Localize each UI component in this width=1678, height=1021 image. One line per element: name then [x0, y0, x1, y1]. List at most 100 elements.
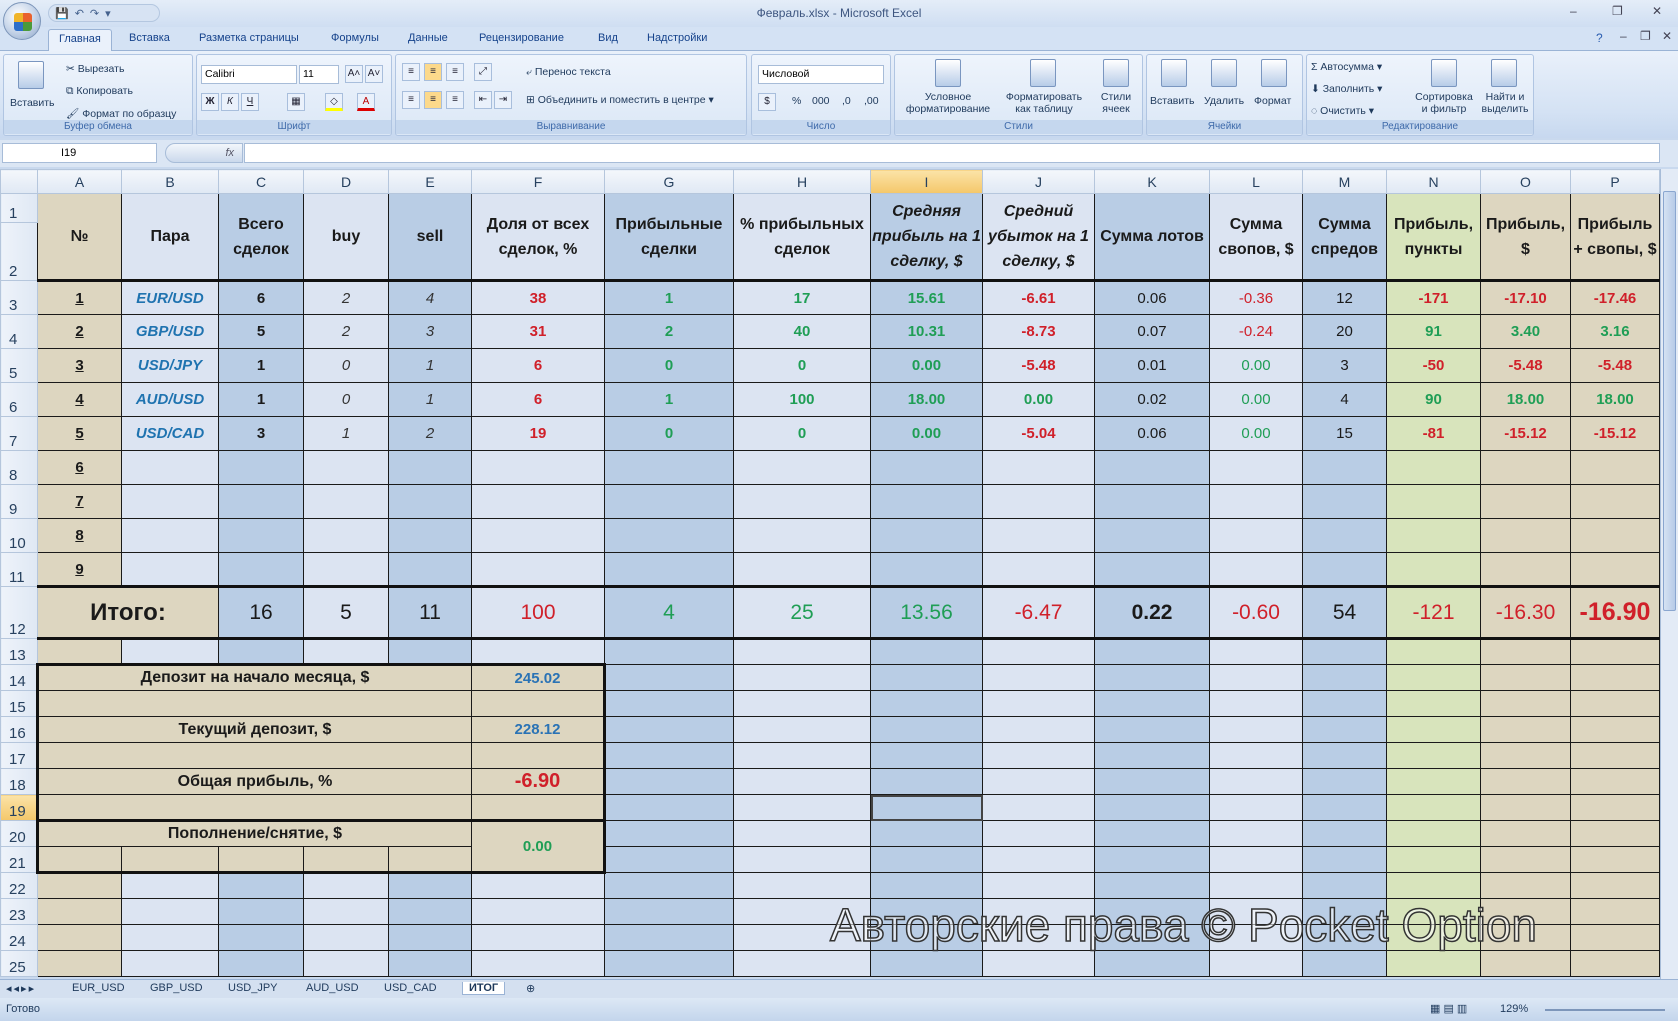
row-header-2[interactable]: 2 — [0, 222, 38, 281]
cell-N3[interactable]: -171 — [1386, 280, 1481, 315]
cell-G7[interactable]: 0 — [604, 416, 734, 451]
cell-H5[interactable]: 0 — [733, 348, 871, 383]
empty-cell[interactable] — [1386, 950, 1481, 977]
cut-button[interactable]: ✂ Вырезать — [66, 63, 125, 75]
fill-color-icon[interactable]: ◇ — [325, 93, 343, 111]
cell-styles-button[interactable]: Стили ячеек — [1100, 91, 1132, 115]
cell-O5[interactable]: -5.48 — [1480, 348, 1571, 383]
cell-I7[interactable]: 0.00 — [870, 416, 983, 451]
empty-cell[interactable] — [604, 742, 734, 769]
empty-cell[interactable] — [604, 768, 734, 795]
align-left-icon[interactable]: ≡ — [402, 91, 420, 109]
cell-C7[interactable]: 3 — [218, 416, 304, 451]
summary-blank[interactable] — [36, 742, 472, 769]
cell-G4[interactable]: 2 — [604, 314, 734, 349]
summary-value[interactable]: 245.02 — [471, 663, 606, 691]
empty-cell[interactable] — [303, 638, 389, 666]
summary-blank[interactable] — [471, 690, 606, 717]
total-J[interactable]: -6.47 — [982, 586, 1095, 640]
paste-button[interactable]: Вставить — [10, 97, 55, 109]
total-L[interactable]: -0.60 — [1209, 586, 1303, 640]
cell-L5[interactable]: 0.00 — [1209, 348, 1303, 383]
empty-cell[interactable] — [1302, 872, 1387, 899]
font-name-select[interactable]: Calibri — [201, 65, 297, 84]
name-box[interactable]: I19 — [2, 143, 157, 163]
empty-cell[interactable] — [1094, 924, 1210, 951]
cell-C6[interactable]: 1 — [218, 382, 304, 417]
select-all-button[interactable] — [0, 169, 38, 194]
empty-cell[interactable] — [870, 690, 983, 717]
summary-label[interactable]: Депозит на начало месяца, $ — [36, 663, 472, 691]
empty-cell[interactable] — [1094, 450, 1210, 485]
empty-cell[interactable] — [121, 552, 219, 588]
cell-B5[interactable]: USD/JPY — [121, 348, 219, 383]
insert-cells-icon[interactable] — [1161, 59, 1187, 87]
empty-cell[interactable] — [1570, 898, 1660, 925]
column-header-D[interactable]: D — [303, 169, 389, 194]
empty-cell[interactable] — [1094, 794, 1210, 821]
insert-function-button[interactable]: fx — [165, 143, 243, 163]
empty-cell[interactable] — [388, 846, 472, 874]
empty-cell[interactable] — [1570, 716, 1660, 743]
cell-A5[interactable]: 3 — [37, 348, 122, 383]
total-P[interactable]: -16.90 — [1570, 586, 1660, 640]
empty-cell[interactable] — [1480, 950, 1571, 977]
cell-N5[interactable]: -50 — [1386, 348, 1481, 383]
empty-cell[interactable] — [982, 846, 1095, 873]
cell-A7[interactable]: 5 — [37, 416, 122, 451]
cell-P7[interactable]: -15.12 — [1570, 416, 1660, 451]
empty-cell[interactable] — [121, 846, 219, 874]
total-C[interactable]: 16 — [218, 586, 304, 640]
empty-cell[interactable] — [218, 450, 304, 485]
empty-cell[interactable] — [1480, 768, 1571, 795]
empty-cell[interactable] — [37, 898, 122, 925]
empty-cell[interactable] — [1209, 924, 1303, 951]
empty-cell[interactable] — [733, 716, 871, 743]
empty-cell[interactable] — [870, 742, 983, 769]
empty-cell[interactable] — [604, 794, 734, 821]
formula-input[interactable] — [244, 143, 1660, 163]
row-header-17[interactable]: 17 — [0, 742, 38, 769]
cell-N6[interactable]: 90 — [1386, 382, 1481, 417]
doc-minimize-button[interactable]: – — [1620, 29, 1627, 43]
totals-label[interactable]: Итого: — [37, 586, 219, 640]
font-size-select[interactable]: 11 — [299, 65, 339, 84]
cell-K6[interactable]: 0.02 — [1094, 382, 1210, 417]
orientation-icon[interactable]: ⤢ — [474, 63, 492, 81]
empty-cell[interactable] — [218, 950, 304, 977]
font-color-icon[interactable]: A — [357, 93, 375, 111]
cell-M7[interactable]: 15 — [1302, 416, 1387, 451]
cell-B4[interactable]: GBP/USD — [121, 314, 219, 349]
empty-cell[interactable] — [388, 898, 472, 925]
minimize-button[interactable]: – — [1570, 4, 1577, 18]
cell-F6[interactable]: 6 — [471, 382, 605, 417]
empty-cell[interactable] — [1302, 924, 1387, 951]
empty-cell[interactable] — [1209, 742, 1303, 769]
empty-cell[interactable] — [733, 638, 871, 665]
empty-cell[interactable] — [604, 820, 734, 847]
empty-cell[interactable] — [218, 484, 304, 519]
align-top-icon[interactable]: ≡ — [402, 63, 420, 81]
sheet-tab-gbp_usd[interactable]: GBP_USD — [150, 982, 203, 994]
empty-cell[interactable] — [1209, 768, 1303, 795]
header-cell-D[interactable]: buy — [303, 193, 389, 282]
empty-cell[interactable] — [1094, 820, 1210, 847]
row-header-1[interactable]: 1 — [0, 193, 38, 223]
empty-cell[interactable] — [218, 518, 304, 553]
cell-O7[interactable]: -15.12 — [1480, 416, 1571, 451]
row-header-12[interactable]: 12 — [0, 586, 38, 639]
empty-cell[interactable] — [1480, 518, 1571, 553]
cell-D5[interactable]: 0 — [303, 348, 389, 383]
align-center-icon[interactable]: ≡ — [424, 91, 442, 109]
empty-cell[interactable] — [1570, 872, 1660, 899]
empty-cell[interactable] — [1302, 638, 1387, 665]
empty-cell[interactable] — [733, 950, 871, 977]
empty-cell[interactable] — [1480, 742, 1571, 769]
column-header-H[interactable]: H — [733, 169, 871, 194]
empty-cell[interactable] — [1480, 898, 1571, 925]
empty-cell[interactable] — [1094, 716, 1210, 743]
cell-J5[interactable]: -5.48 — [982, 348, 1095, 383]
empty-cell[interactable] — [982, 716, 1095, 743]
summary-blank[interactable] — [36, 794, 472, 821]
empty-cell[interactable] — [303, 950, 389, 977]
